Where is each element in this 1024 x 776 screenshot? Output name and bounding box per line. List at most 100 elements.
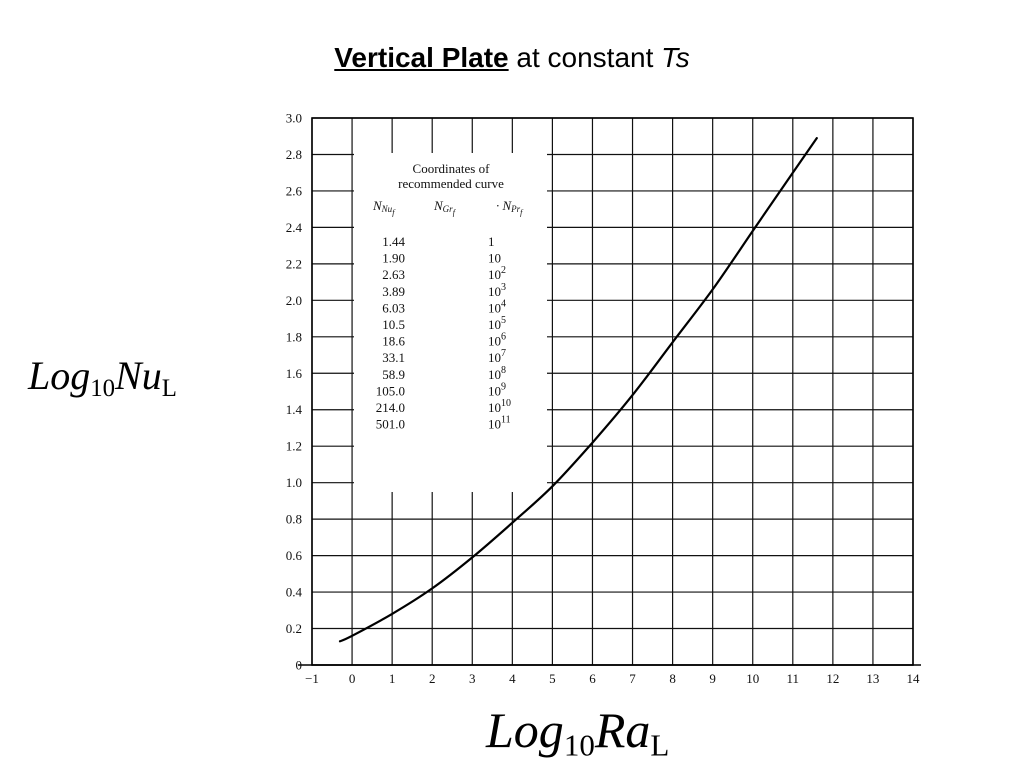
curve-point <box>591 441 594 444</box>
table-nu-value: 1.90 <box>382 251 405 266</box>
y-tick-label: 0.4 <box>286 585 303 600</box>
y-tick-label: 1.4 <box>286 402 303 417</box>
y-label-base: Log <box>28 353 91 398</box>
table-ra-exponent: 11 <box>501 415 511 426</box>
table-ra-value: 10 <box>488 251 501 266</box>
y-tick-label: 0 <box>296 658 303 673</box>
table-header-subsubscript: f <box>453 208 457 217</box>
y-tick-label: 3.0 <box>286 111 302 126</box>
curve-point <box>339 640 341 643</box>
x-tick-label: 1 <box>389 671 396 686</box>
x-tick-label: 8 <box>669 671 676 686</box>
table-nu-value: 58.9 <box>382 367 405 382</box>
curve-point <box>351 635 353 637</box>
y-tick-label: 2.8 <box>286 147 302 162</box>
table-ra-exponent: 10 <box>501 398 511 409</box>
table-ra-value: 109 <box>488 381 506 398</box>
table-panel <box>354 153 547 492</box>
curve-point <box>511 521 514 524</box>
curve-point <box>551 485 554 488</box>
y-axis-label: Log10NuL <box>28 352 177 413</box>
table-ra-exponent: 2 <box>501 265 506 276</box>
table-nu-value: 105.0 <box>376 383 405 398</box>
title-symbol: Ts <box>661 42 690 73</box>
curve-point <box>431 587 434 590</box>
table-ra-exponent: 6 <box>501 332 506 343</box>
table-header-subsubscript: f <box>520 208 524 217</box>
table-ra-exponent: 7 <box>501 348 506 359</box>
y-tick-label: 1.2 <box>286 439 302 454</box>
table-ra-value: 1010 <box>488 398 511 415</box>
x-tick-label: 10 <box>746 671 759 686</box>
table-nu-value: 18.6 <box>382 334 405 349</box>
table-ra-exponent: 8 <box>501 365 506 376</box>
title-middle: at constant <box>508 42 662 73</box>
table-title-line: Coordinates of <box>413 161 491 176</box>
y-label-sub: 10 <box>90 374 116 402</box>
table-ra-base: 10 <box>488 267 501 282</box>
x-tick-label: 7 <box>629 671 636 686</box>
table-ra-value: 108 <box>488 365 506 382</box>
x-axis-label: Log10RaL <box>486 700 669 776</box>
table-ra-value: 105 <box>488 315 506 332</box>
x-tick-label: 5 <box>549 671 556 686</box>
y-tick-label: 2.2 <box>286 256 302 271</box>
table-ra-value: 102 <box>488 265 506 282</box>
table-nu-value: 1.44 <box>382 234 405 249</box>
x-tick-label: 13 <box>866 671 879 686</box>
x-tick-label: 6 <box>589 671 596 686</box>
table-ra-base: 10 <box>488 334 501 349</box>
table-ra-value: 1 <box>488 234 495 249</box>
table-ra-exponent: 9 <box>501 381 506 392</box>
y-tick-label: 1.8 <box>286 329 302 344</box>
table-header-subsubscript: f <box>392 208 396 217</box>
table-ra-base: 10 <box>488 284 501 299</box>
table-ra-base: 10 <box>488 251 501 266</box>
y-label-var-sub: L <box>161 374 177 402</box>
y-tick-label: 0.8 <box>286 512 302 527</box>
x-axis-ticks: −1 0 1 2 3 4 5 6 7 8 9 10 11 12 13 14 <box>305 671 920 686</box>
y-axis-ticks: 0 0.2 0.4 0.6 0.8 1.0 1.2 1.4 1.6 1.8 2.0 2.2 2.4 2.6… <box>286 111 303 673</box>
plot-frame <box>298 117 921 666</box>
table-ra-base: 10 <box>488 367 501 382</box>
table-nu-value: 2.63 <box>382 267 405 282</box>
curve-point <box>711 288 714 291</box>
table-header-symbol: · N <box>496 198 513 213</box>
x-label-base: Log <box>486 702 564 758</box>
slide-title: Vertical Plate at constant Ts <box>0 38 1024 78</box>
x-tick-label: 14 <box>907 671 921 686</box>
curve-layer <box>338 137 818 643</box>
x-tick-label: 12 <box>826 671 839 686</box>
x-tick-label: 9 <box>709 671 716 686</box>
x-tick-label: 0 <box>349 671 356 686</box>
curve-point <box>471 556 474 559</box>
table-ra-value: 1011 <box>488 415 511 432</box>
y-tick-label: 1.0 <box>286 475 302 490</box>
x-label-var: Ra <box>594 702 651 758</box>
y-tick-label: 0.2 <box>286 621 302 636</box>
curve-point <box>631 394 634 396</box>
table-header-subscript: Gr <box>443 204 453 214</box>
x-tick-label: 2 <box>429 671 436 686</box>
table-ra-base: 10 <box>488 383 501 398</box>
table-header-symbol: N <box>433 198 444 213</box>
curve-point <box>751 230 754 232</box>
curve-point <box>671 341 674 344</box>
table-ra-exponent: 5 <box>501 315 506 326</box>
table-ra-value: 106 <box>488 332 506 349</box>
y-tick-label: 1.6 <box>286 366 303 381</box>
table-ra-base: 10 <box>488 400 501 415</box>
table-nu-value: 214.0 <box>376 400 405 415</box>
table-nu-value: 10.5 <box>382 317 405 332</box>
table-nu-value: 6.03 <box>382 300 405 315</box>
curve-point <box>816 137 818 139</box>
table-ra-exponent: 4 <box>501 298 506 309</box>
table-ra-base: 10 <box>488 417 501 432</box>
title-emphasis: Vertical Plate <box>334 42 509 73</box>
table-header-subscript: Nu <box>381 204 393 214</box>
x-label-var-sub: L <box>650 727 670 763</box>
curve-point <box>792 171 794 174</box>
table-ra-value: 104 <box>488 298 506 315</box>
table-ra-base: 10 <box>488 300 501 315</box>
